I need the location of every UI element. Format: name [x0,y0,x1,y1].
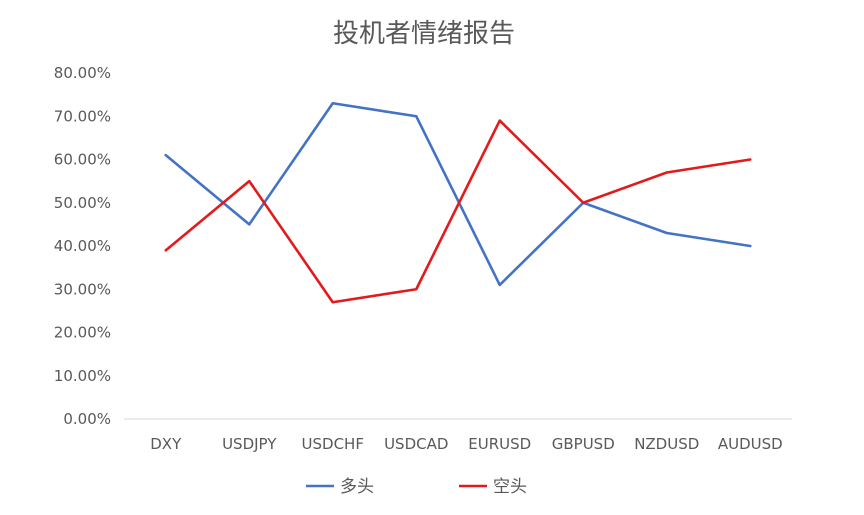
legend-label-1: 多头 [340,477,374,497]
y-tick-label: 10.00% [54,367,111,385]
y-tick-label: 40.00% [54,237,111,255]
y-axis: 0.00% 10.00% 20.00% 30.00% 40.00% 50.00% 60.00… [54,64,111,428]
x-tick-label: AUDUSD [718,435,783,453]
y-tick-label: 60.00% [54,151,111,169]
series-line-1 [164,101,752,287]
y-tick-label: 20.00% [54,324,111,342]
legend: 多头 空头 [306,477,527,497]
legend-label-2: 空头 [493,477,527,497]
y-tick-label: 0.00% [63,410,111,428]
x-tick-label: NZDUSD [634,435,699,453]
x-tick-label: USDJPY [222,435,277,453]
y-tick-label: 70.00% [54,107,111,125]
chart-title: 投机者情绪报告 [333,19,515,49]
x-tick-label: USDCHF [302,435,364,453]
x-tick-label: GBPUSD [552,435,615,453]
x-tick-label: DXY [150,435,182,453]
x-tick-label: USDCAD [384,435,448,453]
y-tick-label: 80.00% [54,64,111,82]
y-tick-label: 30.00% [54,280,111,298]
series-line-2 [164,119,752,304]
y-tick-label: 50.00% [54,194,111,212]
series-lines [164,101,752,304]
x-tick-label: EURUSD [468,435,531,453]
x-axis: DXY USDJPY USDCHF USDCAD EURUSD GBPUSD NZDUSD A… [124,418,792,453]
